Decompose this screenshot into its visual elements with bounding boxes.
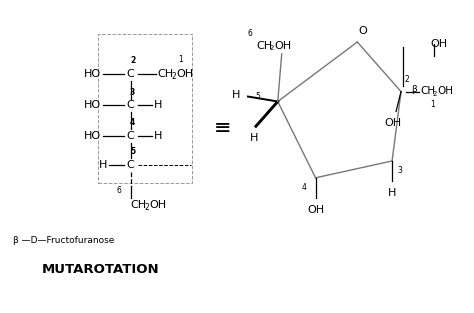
Text: CH: CH: [131, 200, 147, 210]
Text: 1: 1: [430, 100, 435, 109]
Text: H: H: [250, 133, 258, 143]
Text: OH: OH: [176, 69, 193, 79]
Text: 2: 2: [270, 45, 274, 51]
Text: CH: CH: [420, 85, 435, 95]
Text: 6: 6: [247, 29, 252, 38]
Text: β —D—Fructofuranose: β —D—Fructofuranose: [13, 236, 115, 245]
Text: H: H: [99, 160, 107, 170]
Text: 2: 2: [172, 72, 176, 81]
Text: 2: 2: [145, 203, 149, 212]
Text: 5: 5: [255, 92, 260, 101]
Text: CH: CH: [157, 69, 173, 79]
Text: H: H: [388, 188, 396, 198]
Text: 2: 2: [130, 56, 135, 65]
Text: OH: OH: [275, 41, 292, 51]
Text: 3: 3: [397, 166, 402, 175]
Text: β: β: [411, 85, 417, 94]
Text: OH: OH: [307, 205, 324, 215]
Text: H: H: [154, 100, 162, 110]
Text: H: H: [232, 90, 240, 100]
Text: OH: OH: [384, 118, 401, 128]
Text: MUTAROTATION: MUTAROTATION: [42, 264, 160, 276]
Text: OH: OH: [431, 39, 448, 49]
Text: 5: 5: [130, 147, 135, 156]
Text: CH: CH: [256, 41, 272, 51]
Text: 2: 2: [433, 90, 437, 97]
Text: 2: 2: [404, 75, 409, 84]
Text: C: C: [127, 69, 135, 79]
Text: 6: 6: [116, 186, 121, 195]
Text: HO: HO: [84, 131, 101, 141]
Text: 4: 4: [130, 118, 135, 127]
Text: HO: HO: [84, 100, 101, 110]
Text: C: C: [127, 100, 135, 110]
Text: OH: OH: [438, 85, 454, 95]
Text: H: H: [154, 131, 162, 141]
Text: O: O: [358, 26, 366, 36]
Text: 3: 3: [130, 88, 135, 96]
Text: OH: OH: [149, 200, 167, 210]
Text: 1: 1: [178, 55, 182, 64]
Text: HO: HO: [84, 69, 101, 79]
Text: C: C: [127, 131, 135, 141]
Text: ≡: ≡: [213, 118, 231, 138]
Text: 4: 4: [301, 183, 307, 192]
Text: C: C: [127, 160, 135, 170]
